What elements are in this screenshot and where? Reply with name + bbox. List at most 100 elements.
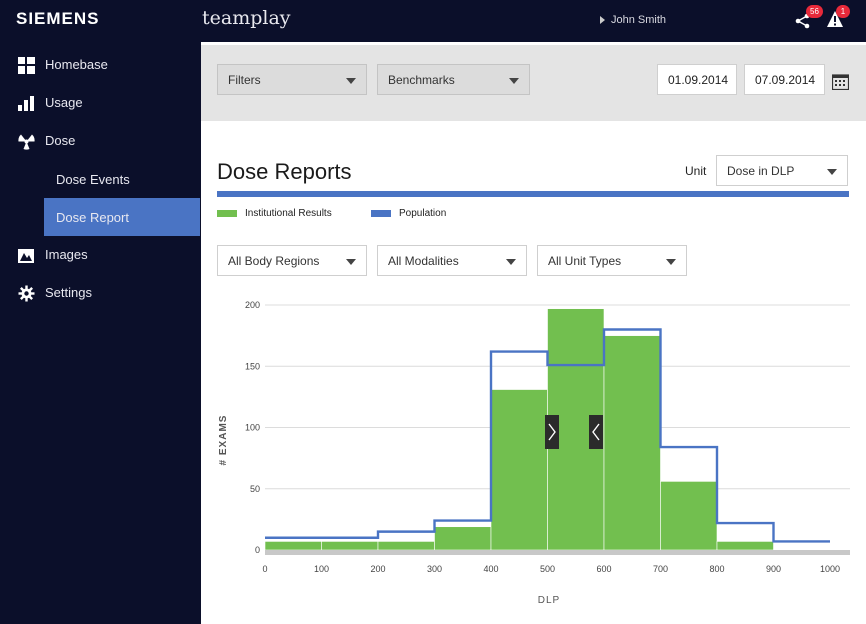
x-tick-label: 800 — [709, 564, 724, 574]
calendar-icon[interactable] — [832, 73, 849, 90]
date-to-field[interactable]: 07.09.2014 — [744, 64, 825, 95]
x-tick-label: 600 — [596, 564, 611, 574]
sidebar-item-dose-events[interactable]: Dose Events — [44, 160, 200, 198]
x-tick-label: 200 — [370, 564, 385, 574]
x-axis-label: DLP — [538, 595, 560, 606]
chevron-down-icon — [827, 169, 837, 175]
x-tick-label: 0 — [262, 564, 267, 574]
unit-types-value: All Unit Types — [548, 254, 622, 268]
share-count-badge: 56 — [806, 5, 823, 18]
chevron-down-icon — [666, 259, 676, 265]
y-tick-label: 50 — [250, 484, 260, 494]
images-icon — [18, 249, 34, 263]
sidebar-item-label: Settings — [45, 285, 92, 300]
alert-count-badge: 1 — [836, 5, 850, 18]
unit-value: Dose in DLP — [727, 164, 795, 178]
x-axis: 0 100 200 300 400 500 600 700 800 900 1000 — [262, 550, 850, 574]
sidebar-item-label: Images — [45, 247, 88, 262]
institutional-bars — [264, 308, 774, 551]
filter-bar: Filters Benchmarks 01.09.2014 07.09.2014 — [201, 45, 866, 121]
sidebar-item-label: Dose — [45, 133, 76, 148]
filters-label: Filters — [228, 73, 261, 87]
legend-swatch-blue — [371, 209, 391, 217]
modalities-dropdown[interactable]: All Modalities — [377, 245, 527, 276]
body-regions-value: All Body Regions — [228, 254, 320, 268]
section-divider — [217, 191, 849, 197]
brand-logo: SIEMENS — [16, 9, 100, 28]
unit-dropdown[interactable]: Dose in DLP — [716, 155, 848, 186]
modalities-value: All Modalities — [388, 254, 459, 268]
unit-label: Unit — [685, 164, 707, 178]
x-tick-label: 400 — [483, 564, 498, 574]
user-menu[interactable]: John Smith — [600, 14, 666, 26]
population-step-line — [265, 328, 830, 543]
institutional-bar — [603, 335, 661, 551]
chevron-down-icon — [506, 259, 516, 265]
institutional-bar — [434, 526, 492, 551]
benchmarks-dropdown[interactable]: Benchmarks — [377, 64, 530, 95]
institutional-bar — [264, 541, 322, 551]
legend-swatch-green — [217, 209, 237, 217]
sidebar-item-usage[interactable]: Usage — [0, 84, 201, 122]
x-tick-label: 900 — [766, 564, 781, 574]
x-axis-baseline — [265, 550, 850, 555]
sidebar-item-settings[interactable]: Settings — [0, 274, 201, 312]
sidebar: Homebase Usage Dose Dose Events Dose Rep… — [0, 42, 201, 624]
chevron-left-icon — [592, 423, 600, 441]
institutional-bar — [321, 541, 379, 551]
sidebar-item-dose[interactable]: Dose — [0, 122, 201, 160]
legend-label: Institutional Results — [245, 208, 332, 219]
date-from-field[interactable]: 01.09.2014 — [657, 64, 737, 95]
legend-population: Population — [371, 208, 446, 219]
chevron-down-icon — [509, 78, 519, 84]
institutional-bar — [716, 541, 774, 551]
benchmarks-label: Benchmarks — [388, 73, 455, 87]
user-name: John Smith — [611, 14, 667, 26]
institutional-bar — [490, 389, 548, 551]
dose-histogram-chart: 0 100 200 300 400 500 600 700 800 900 1000 0 50 100 1… — [218, 300, 850, 606]
sidebar-item-dose-report[interactable]: Dose Report — [44, 198, 200, 236]
institutional-bar — [377, 541, 435, 551]
institutional-bar — [660, 481, 718, 551]
x-tick-label: 700 — [653, 564, 668, 574]
unit-types-dropdown[interactable]: All Unit Types — [537, 245, 687, 276]
date-from-value: 01.09.2014 — [668, 73, 729, 87]
sidebar-item-label: Homebase — [45, 57, 108, 72]
warning-icon[interactable] — [826, 10, 844, 28]
main-content: Filters Benchmarks 01.09.2014 07.09.2014… — [201, 42, 866, 624]
sidebar-item-images[interactable]: Images — [0, 236, 201, 274]
top-bar: SIEMENS teamplay John Smith 56 1 — [0, 0, 866, 42]
x-tick-label: 100 — [314, 564, 329, 574]
page-title: Dose Reports — [217, 159, 352, 184]
x-tick-label: 1000 — [820, 564, 840, 574]
y-axis: 0 50 100 150 200 — [245, 300, 260, 555]
y-tick-label: 150 — [245, 361, 260, 371]
y-tick-label: 100 — [245, 423, 260, 433]
range-handles — [545, 415, 603, 449]
y-tick-label: 200 — [245, 300, 260, 310]
sidebar-item-label: Dose Report — [56, 210, 129, 225]
range-handle-left[interactable] — [545, 415, 559, 449]
chevron-right-icon — [548, 423, 556, 441]
sidebar-item-homebase[interactable]: Homebase — [0, 46, 201, 84]
radiation-icon — [18, 134, 35, 150]
body-regions-dropdown[interactable]: All Body Regions — [217, 245, 367, 276]
x-tick-label: 300 — [427, 564, 442, 574]
caret-right-icon — [600, 16, 605, 25]
sidebar-item-label: Dose Events — [56, 172, 130, 187]
y-tick-label: 0 — [255, 545, 260, 555]
bar-chart-icon — [18, 96, 34, 111]
y-axis-label: # EXAMS — [218, 415, 229, 466]
legend-label: Population — [399, 208, 447, 219]
grid-icon — [18, 57, 35, 74]
app-name: teamplay — [202, 7, 291, 29]
chevron-down-icon — [346, 259, 356, 265]
chevron-down-icon — [346, 78, 356, 84]
gear-icon — [18, 285, 35, 302]
filters-dropdown[interactable]: Filters — [217, 64, 367, 95]
sidebar-item-label: Usage — [45, 95, 83, 110]
share-icon[interactable] — [794, 12, 812, 30]
legend-institutional: Institutional Results — [217, 208, 332, 219]
range-handle-right[interactable] — [589, 415, 603, 449]
date-to-value: 07.09.2014 — [755, 73, 816, 87]
